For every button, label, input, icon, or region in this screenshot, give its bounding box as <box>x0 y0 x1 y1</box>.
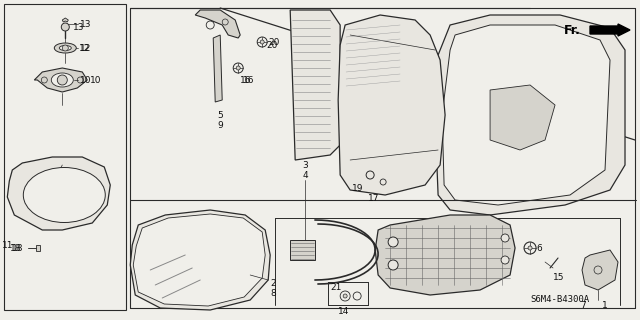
Text: 14: 14 <box>338 308 349 316</box>
Circle shape <box>388 237 398 247</box>
Text: 13: 13 <box>74 22 84 31</box>
Ellipse shape <box>60 45 71 51</box>
Text: 7: 7 <box>580 301 586 310</box>
Circle shape <box>388 260 398 270</box>
Polygon shape <box>338 15 445 195</box>
Circle shape <box>501 256 509 264</box>
Circle shape <box>343 294 347 298</box>
Circle shape <box>61 23 69 31</box>
Circle shape <box>528 246 532 250</box>
Text: 1: 1 <box>602 301 608 310</box>
Text: 20: 20 <box>268 37 280 46</box>
Polygon shape <box>435 15 625 215</box>
Text: 2: 2 <box>270 278 276 287</box>
Polygon shape <box>131 210 270 310</box>
Polygon shape <box>7 157 110 230</box>
Text: 16: 16 <box>243 76 255 84</box>
Polygon shape <box>36 245 40 251</box>
Polygon shape <box>213 35 222 102</box>
Text: 17: 17 <box>368 194 380 203</box>
Circle shape <box>58 75 67 85</box>
Circle shape <box>260 40 264 44</box>
Text: 12: 12 <box>80 44 92 52</box>
Text: 15: 15 <box>553 274 564 283</box>
Text: 19: 19 <box>352 183 364 193</box>
Text: 4: 4 <box>302 171 308 180</box>
Text: 10: 10 <box>80 76 92 84</box>
Text: 18: 18 <box>10 244 22 252</box>
Polygon shape <box>67 175 92 203</box>
Ellipse shape <box>51 73 74 87</box>
Circle shape <box>62 45 68 51</box>
Text: 5: 5 <box>218 110 223 119</box>
Polygon shape <box>35 68 87 92</box>
Polygon shape <box>375 215 515 295</box>
Text: 20: 20 <box>266 41 278 50</box>
Text: 8: 8 <box>270 289 276 298</box>
Circle shape <box>236 66 240 70</box>
Polygon shape <box>490 85 555 150</box>
Bar <box>4 4 126 310</box>
Text: 16: 16 <box>240 76 252 84</box>
Polygon shape <box>442 25 610 205</box>
Polygon shape <box>582 250 618 290</box>
Text: S6M4-B4300A: S6M4-B4300A <box>530 295 589 305</box>
Text: 13: 13 <box>80 20 92 28</box>
Polygon shape <box>62 18 68 22</box>
Text: 11: 11 <box>1 241 13 250</box>
Circle shape <box>501 234 509 242</box>
Polygon shape <box>290 240 315 260</box>
Polygon shape <box>290 10 340 160</box>
Text: 3: 3 <box>302 161 308 170</box>
Text: 21: 21 <box>330 284 342 292</box>
FancyArrow shape <box>590 24 630 36</box>
Text: 18: 18 <box>12 244 24 252</box>
Polygon shape <box>195 10 240 38</box>
Ellipse shape <box>23 167 105 222</box>
Text: 12: 12 <box>79 44 91 52</box>
Text: Fr.: Fr. <box>564 23 581 36</box>
Text: 10: 10 <box>90 76 102 84</box>
Polygon shape <box>133 214 265 306</box>
Ellipse shape <box>54 43 76 53</box>
Text: 9: 9 <box>218 121 223 130</box>
Text: 6: 6 <box>536 244 542 252</box>
